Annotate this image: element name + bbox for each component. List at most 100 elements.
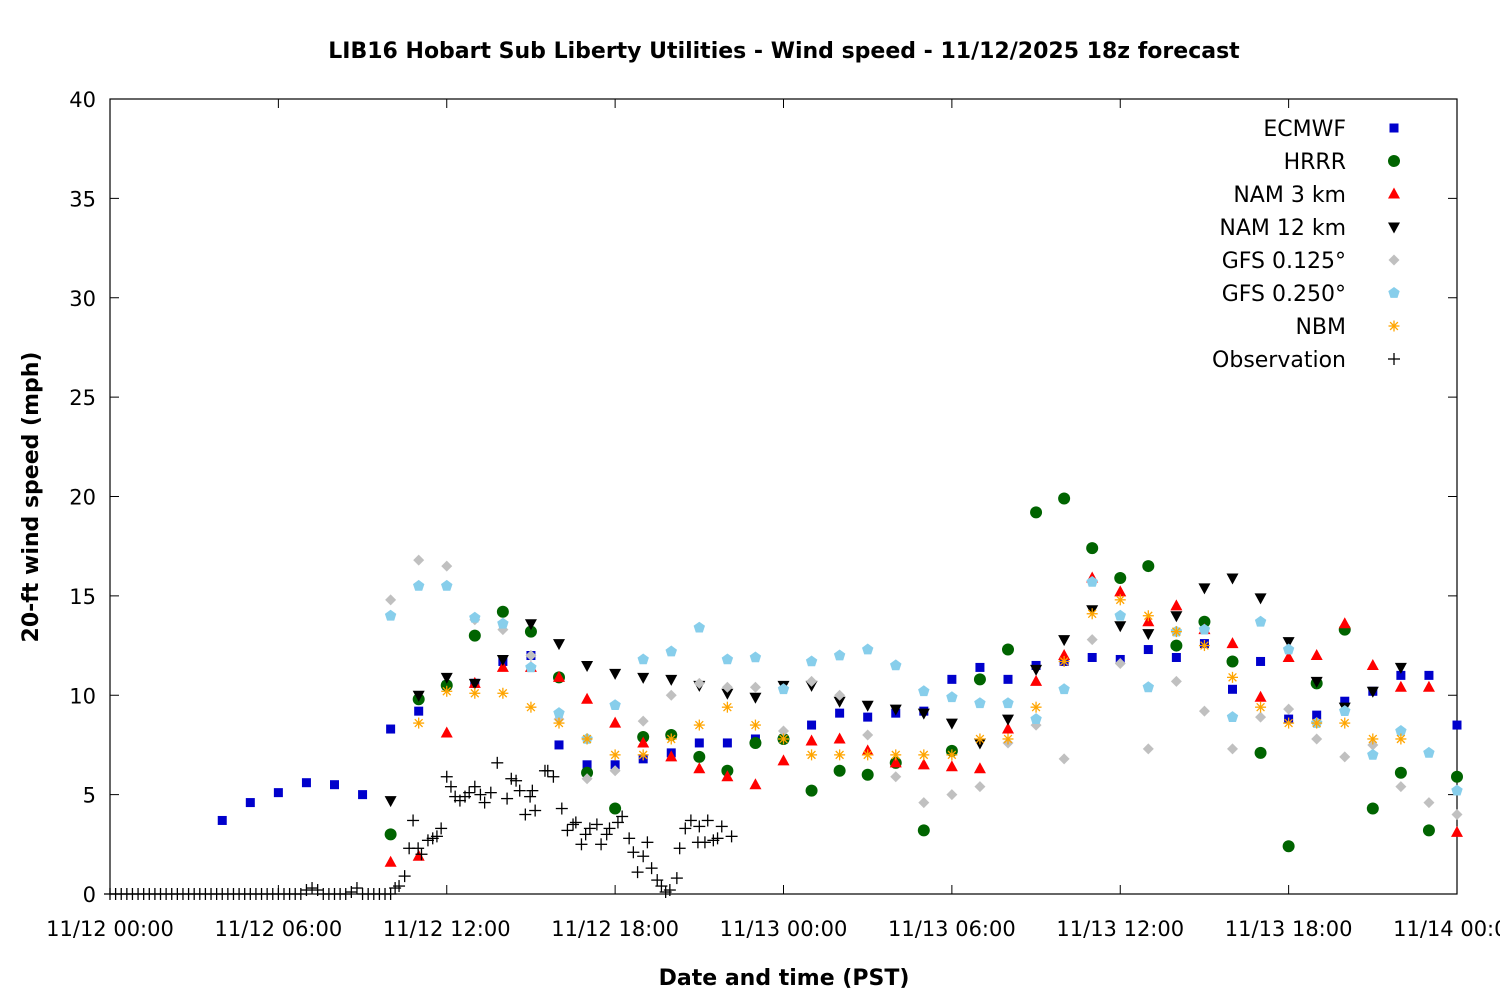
- gfs-0-125-point: [946, 789, 958, 801]
- ecmwf-point: [807, 720, 817, 730]
- nbm-point: [525, 701, 537, 713]
- gfs-0-125-point: [721, 681, 733, 693]
- hrrr-point: [1394, 766, 1407, 779]
- observation-point: [627, 846, 640, 859]
- gfs-0-125-point: [1311, 733, 1323, 745]
- gfs-0-250-point: [1282, 643, 1295, 655]
- nam-3-km-point: [609, 716, 622, 728]
- hrrr-point: [1282, 840, 1295, 853]
- gfs-0-125-point: [441, 560, 453, 572]
- gfs-0-250-point: [1002, 697, 1014, 709]
- observation-point: [524, 790, 537, 803]
- observation-point: [725, 830, 738, 843]
- nam-3-km-point: [917, 758, 930, 770]
- nam-3-km-point: [805, 734, 818, 746]
- gfs-0-250-point: [637, 653, 649, 665]
- gfs-0-125-point: [918, 797, 930, 809]
- nam-3-km-point: [1254, 690, 1267, 702]
- nbm-point: [778, 733, 789, 745]
- gfs-0-125-point: [637, 715, 649, 727]
- legend-marker-hrrr-icon: [1388, 155, 1400, 167]
- hrrr-point: [1422, 824, 1435, 837]
- nam-12-km-point: [1226, 573, 1239, 585]
- observation-point: [526, 784, 539, 797]
- observation-point: [398, 870, 411, 883]
- gfs-0-125-point: [693, 677, 705, 689]
- nam-12-km-point: [412, 690, 425, 702]
- ecmwf-point: [1424, 670, 1434, 680]
- nam-3-km-point: [1394, 680, 1407, 692]
- legend-label-ecmwf: ECMWF: [1263, 117, 1346, 142]
- ecmwf-point: [414, 706, 424, 716]
- observation-point: [440, 770, 453, 783]
- observation-point: [693, 820, 706, 833]
- nam-3-km-point: [1366, 658, 1379, 670]
- gfs-0-125-point: [862, 729, 874, 741]
- y-axis-label: 20-ft wind speed (mph): [19, 352, 44, 643]
- ecmwf-point: [273, 788, 283, 798]
- observation-point: [698, 836, 711, 849]
- nam-12-km-point: [749, 692, 762, 704]
- y-tick-label: 0: [83, 883, 96, 907]
- hrrr-point: [524, 625, 537, 638]
- nbm-point: [918, 749, 930, 761]
- nam-3-km-point: [721, 770, 734, 782]
- nbm-point: [834, 749, 846, 761]
- nam-12-km-point: [440, 672, 453, 684]
- x-tick-label: 11/14 00:00: [1393, 917, 1500, 941]
- gfs-0-250-point: [1030, 713, 1042, 724]
- observation-point: [679, 822, 692, 835]
- observation-point: [623, 832, 636, 845]
- gfs-0-250-point: [749, 651, 762, 663]
- gfs-0-250-point: [777, 683, 790, 695]
- observation-point: [478, 796, 491, 809]
- hrrr-point: [496, 605, 509, 618]
- gfs-0-125-point: [1451, 809, 1463, 820]
- nam-3-km-point: [1226, 637, 1239, 649]
- nbm-point: [1367, 733, 1379, 745]
- hrrr-point: [861, 768, 874, 781]
- x-tick-label: 11/13 12:00: [1056, 917, 1184, 941]
- hrrr-point: [1366, 802, 1379, 815]
- observation-point: [415, 848, 428, 861]
- data-points: [104, 492, 1463, 900]
- gfs-0-250-point: [1254, 615, 1267, 627]
- legend-label-gfs-0-125: GFS 0.125°: [1222, 249, 1346, 274]
- legend-label-observation: Observation: [1212, 348, 1346, 373]
- observation-point: [444, 780, 457, 793]
- nbm-point: [721, 701, 733, 713]
- gfs-0-250-point: [1086, 576, 1098, 587]
- gfs-0-250-point: [1198, 623, 1211, 635]
- observation-point: [569, 816, 582, 829]
- hrrr-point: [468, 629, 481, 642]
- nam-3-km-point: [440, 726, 453, 738]
- ecmwf-point: [301, 778, 311, 788]
- nbm-point: [413, 717, 425, 729]
- y-tick-label: 30: [69, 287, 96, 311]
- nam-3-km-point: [384, 855, 397, 867]
- gfs-0-125-point: [834, 689, 846, 701]
- nbm-point: [1030, 701, 1042, 713]
- gfs-0-250-point: [721, 653, 734, 665]
- gfs-0-125-point: [1086, 634, 1098, 646]
- gfs-0-125-point: [665, 689, 677, 701]
- nam-12-km-point: [1394, 662, 1407, 674]
- legend-label-nam-3-km: NAM 3 km: [1233, 183, 1346, 208]
- legend-label-nam-12-km: NAM 12 km: [1219, 216, 1346, 241]
- nam-12-km-point: [524, 619, 537, 631]
- nam-3-km-point: [889, 756, 902, 768]
- ecmwf-point: [582, 760, 592, 770]
- observation-point: [306, 882, 319, 895]
- gfs-0-125-point: [413, 554, 425, 566]
- observation-point: [637, 850, 650, 863]
- gfs-0-250-point: [1114, 609, 1126, 621]
- observation-point: [673, 842, 686, 855]
- ecmwf-point: [975, 662, 985, 672]
- nbm-point: [946, 749, 958, 761]
- nbm-point: [974, 733, 986, 745]
- gfs-0-250-point: [918, 685, 930, 697]
- observation-point: [350, 882, 363, 895]
- gfs-0-250-point: [497, 617, 509, 629]
- observation-point: [583, 822, 596, 835]
- observation-point: [603, 822, 616, 835]
